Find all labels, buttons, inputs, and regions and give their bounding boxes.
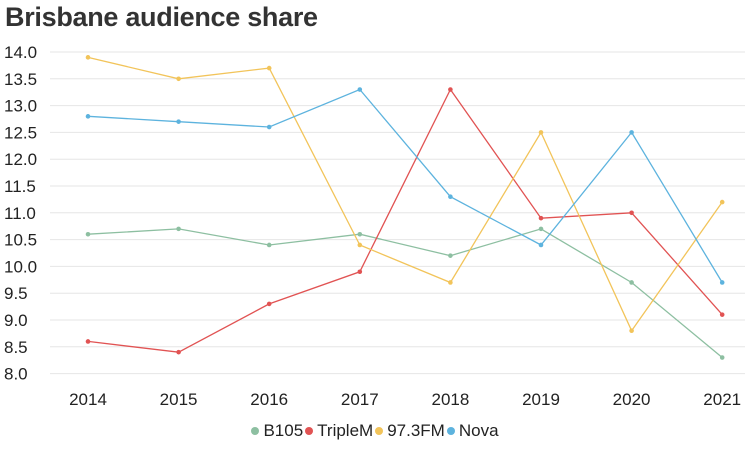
x-tick-label: 2017: [341, 390, 379, 409]
y-tick-label: 12.0: [4, 150, 37, 169]
x-tick-label: 2021: [703, 390, 741, 409]
series-nova: [85, 87, 725, 285]
data-point: [176, 119, 181, 124]
series-line: [87, 88, 723, 353]
data-point: [357, 231, 363, 237]
series-line: [87, 88, 723, 283]
data-point: [538, 215, 544, 221]
data-point: [538, 130, 544, 135]
series-line: [87, 56, 723, 332]
data-point: [357, 269, 363, 275]
y-tick-label: 8.5: [4, 338, 28, 357]
data-point: [448, 194, 453, 200]
data-point: [629, 280, 634, 285]
data-point: [538, 242, 544, 248]
x-axis-ticks: 2014 2015 2016 2017 2018 2019 2020 2021: [69, 390, 741, 409]
legend-item[interactable]: B105: [251, 421, 303, 441]
y-tick-label: 12.5: [4, 123, 37, 142]
y-tick-label: 8.0: [4, 365, 28, 384]
y-tick-label: 9.0: [4, 311, 28, 330]
x-tick-label: 2020: [613, 390, 651, 409]
x-tick-label: 2014: [69, 390, 107, 409]
data-point: [719, 355, 725, 360]
series-line: [87, 228, 723, 359]
data-point: [357, 242, 363, 248]
data-point: [448, 87, 453, 92]
data-point: [719, 312, 725, 317]
series-triplem: [85, 87, 725, 355]
legend-marker-icon: [375, 427, 384, 435]
series-b105: [85, 226, 725, 360]
legend-label: B105: [263, 421, 304, 440]
data-point: [266, 124, 272, 130]
y-axis-ticks: 14.0 13.5 13.0 12.5 12.0 11.5 11.0 10.5 10.0 9.5 9…: [4, 43, 37, 384]
legend-marker-icon: [251, 427, 260, 435]
y-tick-label: 11.0: [4, 204, 36, 223]
legend-marker-icon: [446, 427, 455, 435]
data-point: [719, 199, 725, 205]
data-point: [629, 328, 634, 334]
legend-label: 97.3FM: [387, 421, 445, 440]
legend-label: TripleM: [317, 421, 374, 440]
y-tick-label: 10.5: [4, 231, 37, 250]
x-tick-label: 2015: [160, 390, 198, 409]
data-point: [85, 114, 91, 119]
x-tick-label: 2018: [431, 390, 469, 409]
data-point: [266, 65, 272, 71]
data-point: [538, 226, 544, 232]
y-tick-label: 13.5: [4, 70, 37, 89]
legend-item[interactable]: Nova: [446, 421, 499, 441]
data-point: [176, 226, 181, 232]
data-point: [357, 87, 363, 92]
data-point: [85, 339, 91, 344]
y-tick-label: 11.5: [4, 177, 36, 196]
legend-marker-icon: [305, 427, 314, 435]
chart-title: Brisbane audience share: [5, 2, 318, 32]
data-point: [629, 210, 634, 216]
data-point: [448, 253, 453, 258]
data-point: [719, 280, 725, 285]
grid-lines: [50, 51, 745, 375]
data-point: [629, 130, 634, 135]
legend-label: Nova: [458, 421, 499, 440]
y-tick-label: 13.0: [4, 97, 37, 116]
x-tick-label: 2016: [250, 390, 288, 409]
x-tick-label: 2019: [522, 390, 560, 409]
series-lines: [85, 55, 725, 360]
data-point: [266, 301, 272, 307]
y-tick-label: 9.5: [4, 284, 28, 303]
y-tick-label: 14.0: [4, 43, 37, 62]
legend-item[interactable]: TripleM: [305, 421, 373, 441]
data-point: [85, 55, 91, 60]
data-point: [266, 242, 272, 248]
y-tick-label: 10.0: [4, 257, 37, 276]
data-point: [448, 280, 453, 285]
data-point: [85, 231, 91, 237]
legend-item[interactable]: 97.3FM: [375, 421, 445, 441]
series-97-3fm: [85, 55, 725, 334]
data-point: [176, 76, 181, 82]
data-point: [176, 349, 181, 355]
legend: B105 TripleM 97.3FM Nova: [0, 421, 750, 441]
